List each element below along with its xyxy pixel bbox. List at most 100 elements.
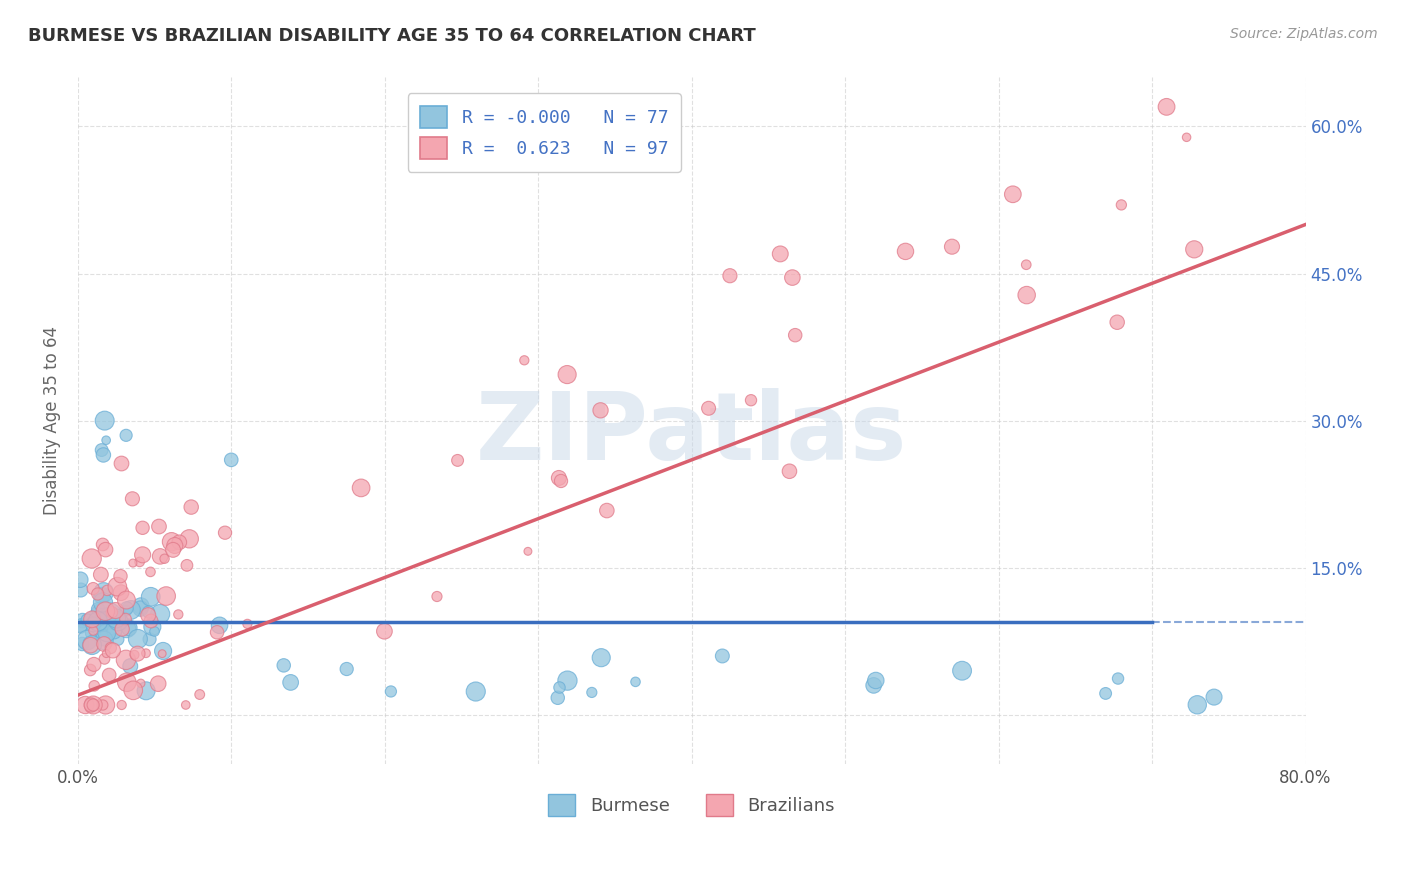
Point: [513, 353, 536, 368]
Point: [79, 638, 101, 652]
Point: [72, 614, 94, 628]
Point: [124, 648, 146, 662]
Point: [138, 605, 160, 619]
Point: [93, 448, 115, 462]
Point: [82, 698, 104, 712]
Point: [778, 464, 800, 478]
Point: [80, 612, 103, 626]
Point: [75, 698, 97, 712]
Point: [155, 589, 177, 603]
Point: [548, 681, 571, 695]
Point: [596, 503, 619, 517]
Point: [93, 633, 115, 648]
Point: [149, 549, 172, 564]
Point: [87, 615, 110, 629]
Point: [120, 659, 142, 673]
Point: [93, 585, 115, 599]
Point: [82, 624, 104, 638]
Point: [115, 601, 138, 615]
Point: [136, 608, 159, 623]
Text: ZIPatlas: ZIPatlas: [477, 388, 907, 481]
Point: [105, 615, 128, 629]
Point: [350, 481, 373, 495]
Point: [446, 453, 468, 467]
Point: [152, 644, 174, 658]
Point: [90, 589, 112, 603]
Point: [862, 678, 884, 692]
Point: [336, 662, 359, 676]
Point: [188, 688, 211, 702]
Y-axis label: Disability Age 35 to 64: Disability Age 35 to 64: [44, 326, 60, 516]
Point: [82, 626, 104, 640]
Point: [464, 684, 486, 698]
Point: [115, 653, 138, 667]
Point: [163, 539, 186, 553]
Point: [127, 632, 149, 646]
Point: [769, 247, 792, 261]
Point: [111, 698, 134, 712]
Point: [93, 414, 115, 428]
Point: [129, 676, 152, 690]
Point: [100, 640, 122, 655]
Point: [105, 611, 128, 625]
Point: [114, 612, 136, 626]
Point: [76, 633, 98, 648]
Point: [176, 558, 198, 573]
Point: [589, 403, 612, 417]
Point: [94, 542, 117, 557]
Point: [174, 698, 197, 712]
Point: [141, 620, 163, 634]
Point: [131, 521, 153, 535]
Point: [96, 583, 118, 598]
Point: [1111, 198, 1133, 212]
Point: [91, 698, 114, 712]
Point: [273, 658, 295, 673]
Point: [110, 569, 132, 583]
Point: [118, 621, 141, 635]
Point: [87, 615, 110, 629]
Point: [79, 663, 101, 677]
Point: [115, 593, 138, 607]
Point: [70, 620, 93, 634]
Point: [131, 548, 153, 562]
Point: [1182, 243, 1205, 257]
Point: [80, 551, 103, 566]
Point: [547, 690, 569, 705]
Point: [143, 624, 166, 639]
Point: [82, 617, 104, 632]
Point: [1107, 672, 1129, 686]
Point: [76, 613, 98, 627]
Text: Source: ZipAtlas.com: Source: ZipAtlas.com: [1230, 27, 1378, 41]
Point: [139, 614, 162, 628]
Point: [93, 631, 115, 645]
Point: [179, 532, 201, 546]
Point: [150, 647, 173, 661]
Point: [80, 638, 103, 652]
Point: [104, 603, 127, 617]
Point: [373, 624, 395, 639]
Point: [82, 582, 104, 596]
Point: [1202, 690, 1225, 705]
Point: [94, 612, 117, 626]
Point: [153, 551, 176, 566]
Point: [148, 519, 170, 533]
Point: [93, 652, 115, 666]
Point: [128, 555, 150, 569]
Point: [1107, 315, 1129, 329]
Point: [115, 604, 138, 618]
Point: [214, 525, 236, 540]
Point: [82, 613, 104, 627]
Point: [94, 434, 117, 448]
Point: [139, 565, 162, 579]
Point: [1015, 258, 1038, 272]
Point: [115, 428, 138, 442]
Point: [70, 618, 93, 632]
Point: [950, 664, 973, 678]
Point: [80, 698, 103, 712]
Point: [135, 646, 157, 660]
Point: [111, 622, 134, 636]
Point: [1187, 698, 1209, 712]
Point: [624, 674, 647, 689]
Point: [97, 608, 120, 623]
Point: [120, 603, 142, 617]
